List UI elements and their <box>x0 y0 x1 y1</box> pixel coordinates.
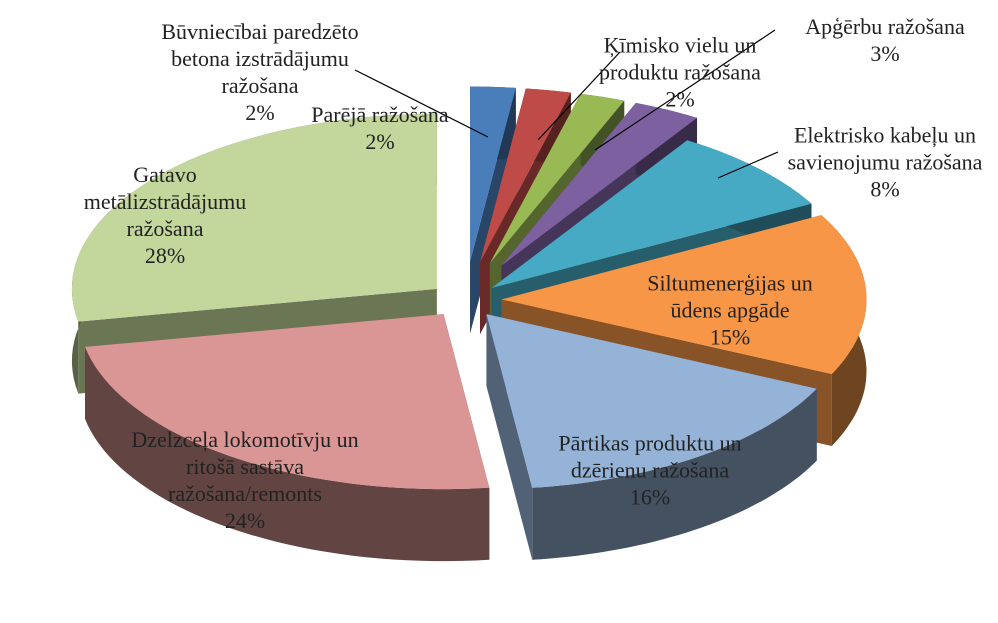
slice-top <box>480 88 571 263</box>
category-label: Dzelzceļa lokomotīvju un ritošā sastāva … <box>131 427 359 506</box>
category-label: Ķīmisko vielu un produktu ražošana <box>599 32 761 85</box>
value-label: 2% <box>365 129 395 154</box>
slice-side <box>532 388 817 560</box>
category-label: Pārtikas produktu un dzērienu ražošana <box>558 430 742 483</box>
slice <box>85 314 490 562</box>
category-label: Apģērbu ražošana <box>805 14 965 39</box>
slice-top <box>501 215 867 374</box>
slice-top <box>486 314 817 488</box>
category-label: Siltumenerģijas un ūdens apgāde <box>647 270 813 323</box>
leader-line <box>594 29 776 151</box>
leader-line <box>354 69 489 138</box>
value-label: 2% <box>245 100 275 125</box>
leader-line <box>537 51 621 141</box>
leader-line <box>717 151 779 179</box>
value-label: 16% <box>629 484 671 510</box>
value-label: 2% <box>665 86 695 112</box>
category-label: Parējā ražošana <box>311 102 449 127</box>
slice-label: Pārtikas produktu un dzērienu ražošana 16… <box>555 430 745 511</box>
category-label: Būvniecībai paredzēto betona izstrādājum… <box>161 19 359 98</box>
slice-label: Ķīmisko vielu un produktu ražošana 2% <box>575 32 785 113</box>
category-label: Elektrisko kabeļu un savienojumu ražošan… <box>787 122 983 175</box>
slice-top <box>489 93 625 264</box>
slice-label: Dzelzceļa lokomotīvju un ritošā sastāva … <box>130 426 360 534</box>
category-label: Gatavo metālizstrādājumu ražošana <box>83 162 247 241</box>
slice-top <box>470 86 516 262</box>
value-label: 15% <box>709 324 751 350</box>
slice-top <box>501 103 697 266</box>
slice-top <box>71 113 437 322</box>
value-label: 3% <box>870 41 900 66</box>
slice-label: Gatavo metālizstrādājumu ražošana 28% <box>80 161 250 269</box>
slice-label: Apģērbu ražošana 3% <box>770 13 998 67</box>
slice-label: Siltumenerģijas un ūdens apgāde 15% <box>645 270 815 351</box>
slice-top <box>491 140 812 289</box>
slice <box>486 314 817 560</box>
slice-top <box>85 314 490 490</box>
slice-label: Elektrisko kabeļu un savienojumu ražošan… <box>775 122 995 203</box>
value-label: 8% <box>870 176 900 202</box>
slice-label: Būvniecībai paredzēto betona izstrādājum… <box>160 18 360 126</box>
slice-label: Parējā ražošana 2% <box>265 101 495 155</box>
value-label: 28% <box>144 243 186 268</box>
value-label: 24% <box>224 508 266 533</box>
slice-wall <box>486 314 533 560</box>
slice-side <box>85 346 490 562</box>
